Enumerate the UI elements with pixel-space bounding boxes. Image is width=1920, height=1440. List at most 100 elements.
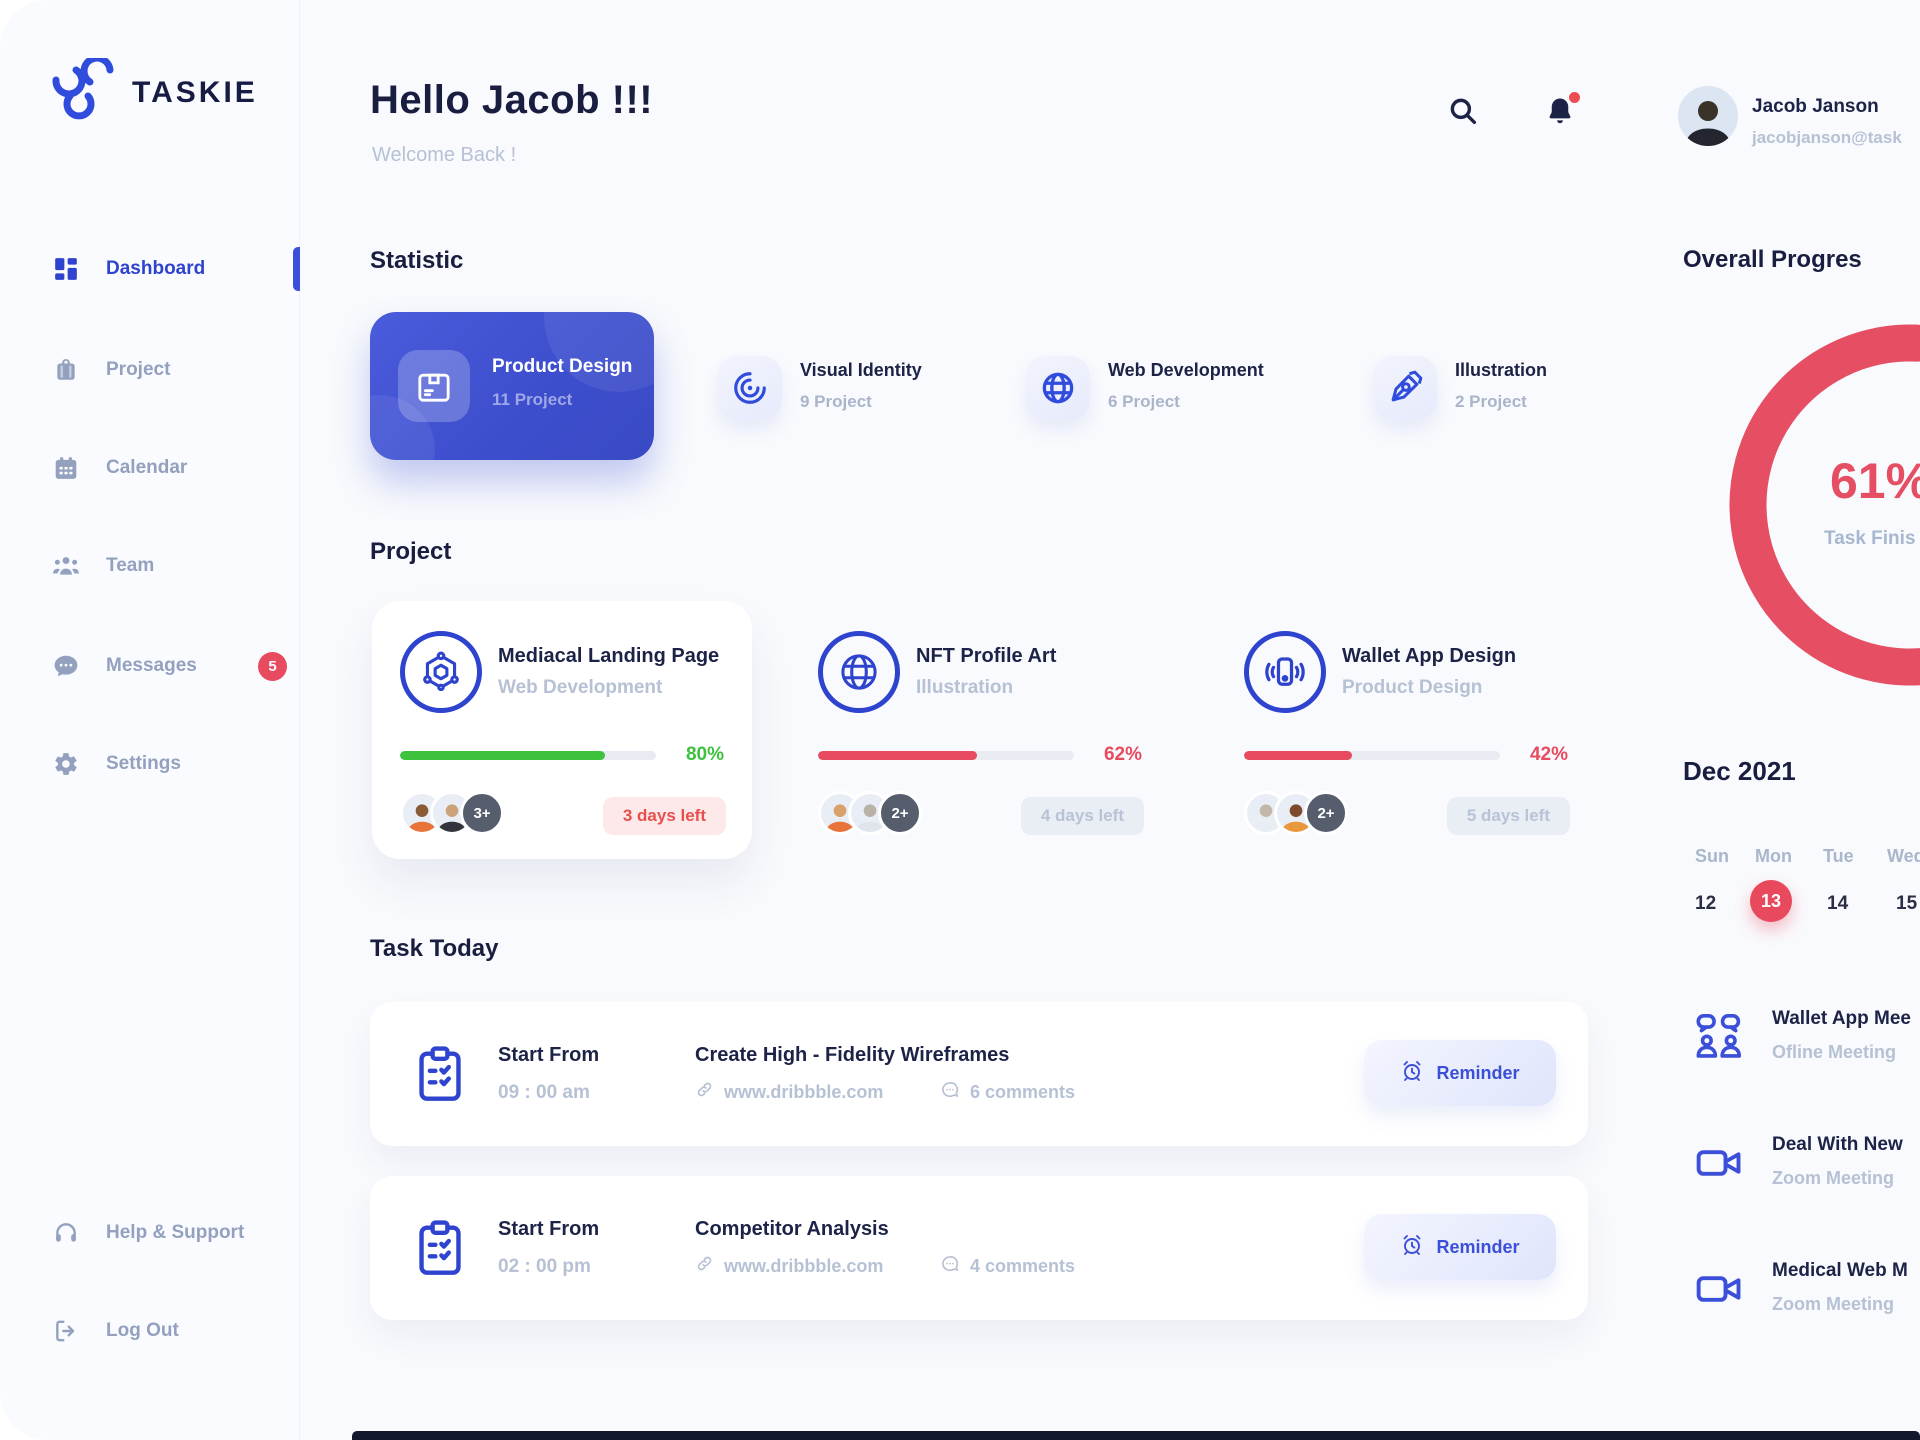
progress-bar [1244,750,1500,760]
calendar-date-selected[interactable]: 13 [1750,880,1792,922]
comment-icon [940,1080,960,1105]
reminder-button-label: Reminder [1436,1236,1520,1257]
task-comments: 6 comments [940,1080,1075,1105]
calendar-date[interactable]: 14 [1827,893,1849,914]
people-chat-icon [1690,1008,1748,1066]
brand-name: TASKIE [132,75,258,109]
reminder-button[interactable]: Reminder [1364,1040,1556,1106]
user-name: Jacob Janson [1752,96,1879,117]
comment-icon [940,1254,960,1279]
task-title: Competitor Analysis [695,1218,889,1240]
days-left-badge: 3 days left [602,797,726,835]
project-title: Mediacal Landing Page [498,645,720,667]
progress-fill [400,750,605,760]
calendar-icon [52,454,80,482]
sidebar-item-label: Settings [106,753,181,774]
logo-icon [46,54,118,127]
sidebar-item-project[interactable]: Project [0,346,300,394]
sidebar-item-label: Help & Support [106,1222,245,1243]
sidebar-item-label: Calendar [106,457,188,478]
right-panel: Jacob Janson jacobjanson@task Overall Pr… [1650,0,1920,1440]
section-title-project: Project [370,538,452,565]
meeting-subtitle: Zoom Meeting [1772,1168,1894,1188]
progress-percent: 80% [685,744,724,765]
task-title: Create High - Fidelity Wireframes [695,1044,1010,1066]
notification-dot [1569,92,1580,103]
task-time: 02 : 00 pm [498,1256,591,1277]
overall-progress-title: Overall Progres [1683,246,1862,273]
calendar-month: Dec 2021 [1683,756,1796,786]
meeting-subtitle: Zoom Meeting [1772,1294,1894,1314]
welcome-subtitle: Welcome Back ! [372,144,517,166]
search-icon[interactable] [1446,94,1480,128]
progress-fill [818,750,977,760]
meeting-title: Deal With New [1772,1134,1903,1155]
days-left-badge: 4 days left [1020,797,1144,835]
notification-bell-icon[interactable] [1544,92,1580,128]
logout-icon [52,1317,80,1345]
task-row[interactable]: Start From 02 : 00 pm Competitor Analysi… [370,1176,1588,1320]
task-link[interactable]: www.dribbble.com [695,1254,883,1278]
sidebar-item-dashboard[interactable]: Dashboard [0,245,300,293]
meeting-item[interactable]: Medical Web M Zoom Meeting [1650,1256,1920,1328]
globe-icon [1026,356,1090,420]
calendar-date[interactable]: 15 [1896,893,1918,914]
avatar-more: 3+ [460,791,504,835]
progress-bar [400,750,656,760]
main-content: Hello Jacob !!! Welcome Back ! Statistic… [300,0,1650,1440]
task-link-url: www.dribbble.com [724,1255,884,1276]
task-row[interactable]: Start From 09 : 00 am Create High - Fide… [370,1002,1588,1146]
stat-card-title: Product Design [492,356,633,377]
section-title-statistic: Statistic [370,247,464,274]
sidebar-item-settings[interactable]: Settings [0,740,300,788]
project-card-mediacal-landing-page[interactable]: Mediacal Landing Page Web Development 80… [372,601,752,859]
avatar-more: 2+ [1304,791,1348,835]
stat-card-count: 2 Project [1455,392,1527,411]
link-icon [695,1080,714,1104]
stat-card-title: Visual Identity [800,360,922,380]
chat-icon [52,652,80,680]
sidebar-item-team[interactable]: Team [0,542,300,590]
video-camera-icon [1690,1260,1748,1318]
reminder-button[interactable]: Reminder [1364,1214,1556,1280]
spiral-icon [718,356,782,420]
task-comments: 4 comments [940,1254,1075,1279]
progress-fill [1244,750,1352,760]
task-comments-count: 4 comments [970,1256,1076,1276]
calendar-weekday: Mon [1755,846,1792,866]
active-indicator [293,247,300,291]
alarm-clock-icon [1400,1059,1424,1088]
sidebar-item-label: Messages [106,655,197,676]
meeting-item[interactable]: Deal With New Zoom Meeting [1650,1130,1920,1202]
stat-card-title: Illustration [1455,360,1548,380]
gear-icon [52,750,80,778]
sidebar-item-help-support[interactable]: Help & Support [0,1209,300,1257]
task-start-label: Start From [498,1218,600,1240]
calendar-date[interactable]: 12 [1695,893,1717,914]
task-link[interactable]: www.dribbble.com [695,1080,883,1104]
sidebar-item-logout[interactable]: Log Out [0,1307,300,1355]
stat-card-product-design[interactable]: Product Design 11 Project [370,312,654,460]
user-avatar[interactable] [1678,86,1738,146]
alarm-clock-icon [1400,1233,1424,1262]
reminder-button-label: Reminder [1436,1062,1520,1083]
video-camera-icon [1690,1134,1748,1192]
project-title: Wallet App Design [1342,645,1517,667]
clipboard-icon [412,1218,468,1278]
project-card-wallet-app-design[interactable]: Wallet App Design Product Design 42% 2+ … [1216,601,1596,859]
decorative-circle [544,312,654,392]
app-logo: TASKIE [46,54,258,127]
days-left-badge: 5 days left [1446,797,1570,835]
task-start-label: Start From [498,1044,600,1066]
progress-percent: 62% [1103,744,1142,765]
unread-badge: 5 [258,652,287,681]
task-comments-count: 6 comments [970,1082,1076,1102]
sidebar-item-messages[interactable]: Messages 5 [0,642,300,690]
sidebar-item-calendar[interactable]: Calendar [0,444,300,492]
project-card-nft-profile-art[interactable]: NFT Profile Art Illustration 62% 2+ 4 da… [790,601,1170,859]
stat-card-count: 9 Project [800,392,872,411]
project-category: Product Design [1342,677,1483,698]
headset-icon [52,1219,80,1247]
meeting-item[interactable]: Wallet App Mee Ofline Meeting [1650,1004,1920,1076]
